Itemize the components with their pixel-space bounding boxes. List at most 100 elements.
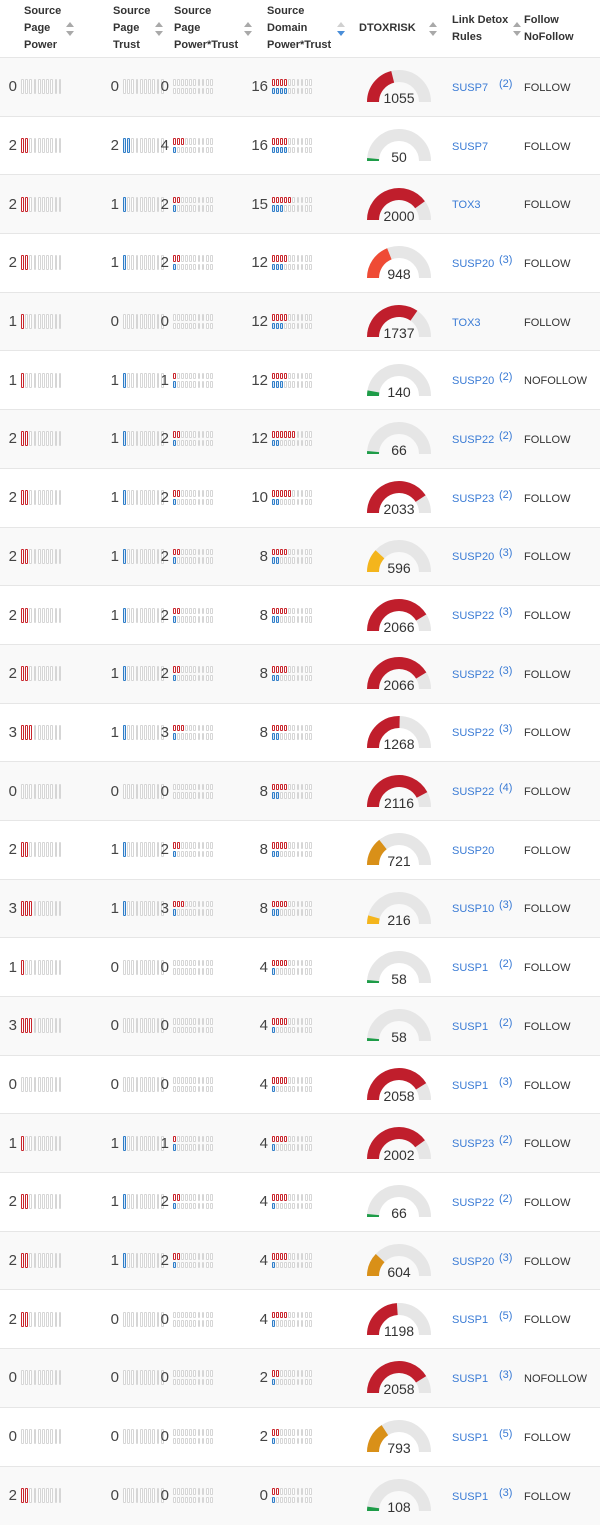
dtoxrisk-gauge: 2002 [366, 1126, 432, 1163]
source-page-power-trust-value: 3 [160, 899, 170, 917]
score-bars [123, 842, 164, 858]
source-domain-power-trust-value: 4 [259, 1252, 269, 1270]
source-page-trust-value: 1 [110, 841, 120, 859]
sort-icon[interactable] [66, 21, 75, 36]
col-header-link-detox-rules[interactable]: Link Detox Rules [452, 0, 524, 58]
table-row[interactable]: 2 1 2 8 596 SUSP20 (3) FOLLOW [0, 527, 600, 586]
table-row[interactable]: 2 1 2 10 2033 SUSP23 (2) FOLLOW [0, 468, 600, 527]
detox-rule-link[interactable]: TOX3 [452, 199, 481, 212]
dtoxrisk-gauge: 2058 [366, 1360, 432, 1397]
detox-rule-link[interactable]: SUSP1 [452, 1490, 489, 1503]
detox-rule-link[interactable]: SUSP22 [452, 786, 495, 799]
detox-rule-link[interactable]: SUSP22 [452, 433, 495, 446]
col-header-source-page-power[interactable]: Source Page Power [0, 0, 113, 58]
col-header-source-domain-power-trust[interactable]: Source Domain Power*Trust [267, 0, 359, 58]
score-bars [123, 959, 164, 975]
table-row[interactable]: 0 0 0 8 2116 SUSP22 (4) FOLLOW [0, 761, 600, 821]
dtoxrisk-gauge: 1055 [366, 69, 432, 106]
source-domain-power-trust-value: 8 [259, 782, 269, 800]
table-row[interactable]: 2 1 2 12 948 SUSP20 (3) FOLLOW [0, 233, 600, 293]
detox-rule-link[interactable]: SUSP7 [452, 140, 489, 153]
source-domain-power-trust-value: 0 [259, 1487, 269, 1505]
source-page-power-trust-value: 0 [160, 958, 170, 976]
table-row[interactable]: 2 1 2 15 2000 TOX3 FOLLOW [0, 174, 600, 234]
detox-rule-link[interactable]: SUSP20 [452, 551, 495, 564]
sort-desc-icon[interactable] [337, 21, 346, 36]
source-page-trust-value: 0 [110, 1076, 120, 1094]
table-row[interactable]: 2 1 2 4 604 SUSP20 (3) FOLLOW [0, 1231, 600, 1290]
detox-rule-link[interactable]: SUSP22 [452, 668, 495, 681]
power-trust-bars [272, 1194, 312, 1210]
detox-rule-link[interactable]: SUSP23 [452, 492, 495, 505]
sort-icon[interactable] [513, 21, 522, 36]
table-row[interactable]: 2 1 2 8 2066 SUSP22 (3) FOLLOW [0, 644, 600, 704]
source-page-power-value: 0 [8, 78, 17, 96]
detox-rule-link[interactable]: SUSP22 [452, 1196, 495, 1209]
power-trust-bars [272, 372, 312, 388]
detox-rule-link[interactable]: TOX3 [452, 316, 481, 329]
detox-rule-link[interactable]: SUSP1 [452, 1314, 489, 1327]
table-row[interactable]: 0 0 0 2 793 SUSP1 (5) FOLLOW [0, 1407, 600, 1466]
detox-rule-link[interactable]: SUSP1 [452, 1431, 489, 1444]
source-page-power-trust-value: 0 [160, 1310, 170, 1328]
power-trust-bars [272, 724, 312, 740]
table-row[interactable]: 3 1 3 8 1268 SUSP22 (3) FOLLOW [0, 703, 600, 762]
detox-rule-link[interactable]: SUSP20 [452, 844, 495, 857]
table-row[interactable]: 2 1 2 8 721 SUSP20 FOLLOW [0, 820, 600, 879]
table-row[interactable]: 1 0 0 12 1737 TOX3 FOLLOW [0, 292, 600, 351]
detox-rule-link[interactable]: SUSP20 [452, 375, 495, 388]
power-trust-bars [272, 842, 312, 858]
detox-rule-link[interactable]: SUSP1 [452, 1079, 489, 1092]
detox-rule-link[interactable]: SUSP22 [452, 727, 495, 740]
follow-status: FOLLOW [524, 1020, 571, 1033]
table-row[interactable]: 1 1 1 4 2002 SUSP23 (2) FOLLOW [0, 1113, 600, 1173]
dtoxrisk-value: 1198 [383, 1322, 415, 1339]
dtoxrisk-gauge: 1198 [366, 1302, 432, 1339]
source-page-power-trust-value: 1 [160, 1134, 170, 1152]
sort-icon[interactable] [429, 21, 438, 36]
table-row[interactable]: 0 0 0 16 1055 SUSP7 (2) FOLLOW [0, 57, 600, 117]
header-label: Source Page Trust [113, 5, 151, 51]
detox-rule-link[interactable]: SUSP20 [452, 257, 495, 270]
detox-rule-link[interactable]: SUSP10 [452, 903, 495, 916]
detox-rule-link[interactable]: SUSP20 [452, 1255, 495, 1268]
source-page-power-value: 2 [8, 547, 17, 565]
detox-rule-link[interactable]: SUSP23 [452, 1138, 495, 1151]
source-page-power-value: 2 [8, 195, 17, 213]
score-bars [123, 607, 164, 623]
detox-rule-link[interactable]: SUSP1 [452, 1020, 489, 1033]
table-body: 0 0 0 16 1055 SUSP7 (2) FOLLOW 2 2 4 16 50 SUSP7 FOLLO… [0, 57, 600, 1525]
table-row[interactable]: 2 2 4 16 50 SUSP7 FOLLOW [0, 116, 600, 175]
source-domain-power-trust-value: 8 [259, 723, 269, 741]
score-bars [21, 1135, 62, 1151]
col-header-source-page-trust[interactable]: Source Page Trust [113, 0, 174, 58]
table-row[interactable]: 1 1 1 12 140 SUSP20 (2) NOFOLLOW [0, 350, 600, 410]
source-page-power-trust-value: 0 [160, 78, 170, 96]
table-row[interactable]: 2 1 2 12 66 SUSP22 (2) FOLLOW [0, 409, 600, 469]
detox-rule-link[interactable]: SUSP7 [452, 81, 489, 94]
table-row[interactable]: 2 1 2 4 66 SUSP22 (2) FOLLOW [0, 1172, 600, 1232]
table-row[interactable]: 3 1 3 8 216 SUSP10 (3) FOLLOW [0, 879, 600, 938]
detox-rule-link[interactable]: SUSP22 [452, 610, 495, 623]
score-bars [21, 314, 62, 330]
source-page-power-value: 0 [8, 1369, 17, 1387]
score-bars [21, 1077, 62, 1093]
follow-status: FOLLOW [524, 786, 571, 799]
detox-rule-link[interactable]: SUSP1 [452, 962, 489, 975]
table-row[interactable]: 2 0 0 4 1198 SUSP1 (5) FOLLOW [0, 1289, 600, 1349]
power-trust-bars [173, 724, 213, 740]
table-row[interactable]: 0 0 0 2 2058 SUSP1 (3) NOFOLLOW [0, 1348, 600, 1408]
table-row[interactable]: 0 0 0 4 2058 SUSP1 (3) FOLLOW [0, 1055, 600, 1114]
sort-icon[interactable] [155, 21, 164, 36]
col-header-source-page-power-trust[interactable]: Source Page Power*Trust [174, 0, 267, 58]
table-row[interactable]: 2 1 2 8 2066 SUSP22 (3) FOLLOW [0, 585, 600, 645]
power-trust-bars [272, 1135, 312, 1151]
table-row[interactable]: 3 0 0 4 58 SUSP1 (2) FOLLOW [0, 996, 600, 1056]
sort-icon[interactable] [244, 21, 253, 36]
detox-rule-link[interactable]: SUSP1 [452, 1372, 489, 1385]
table-row[interactable]: 1 0 0 4 58 SUSP1 (2) FOLLOW [0, 937, 600, 997]
col-header-dtoxrisk[interactable]: DTOXRISK [359, 0, 452, 58]
col-header-follow-nofollow[interactable]: Follow NoFollow [524, 0, 600, 58]
table-row[interactable]: 2 0 0 0 108 SUSP1 (3) FOLLOW [0, 1466, 600, 1525]
rule-count: (3) [499, 1486, 513, 1499]
